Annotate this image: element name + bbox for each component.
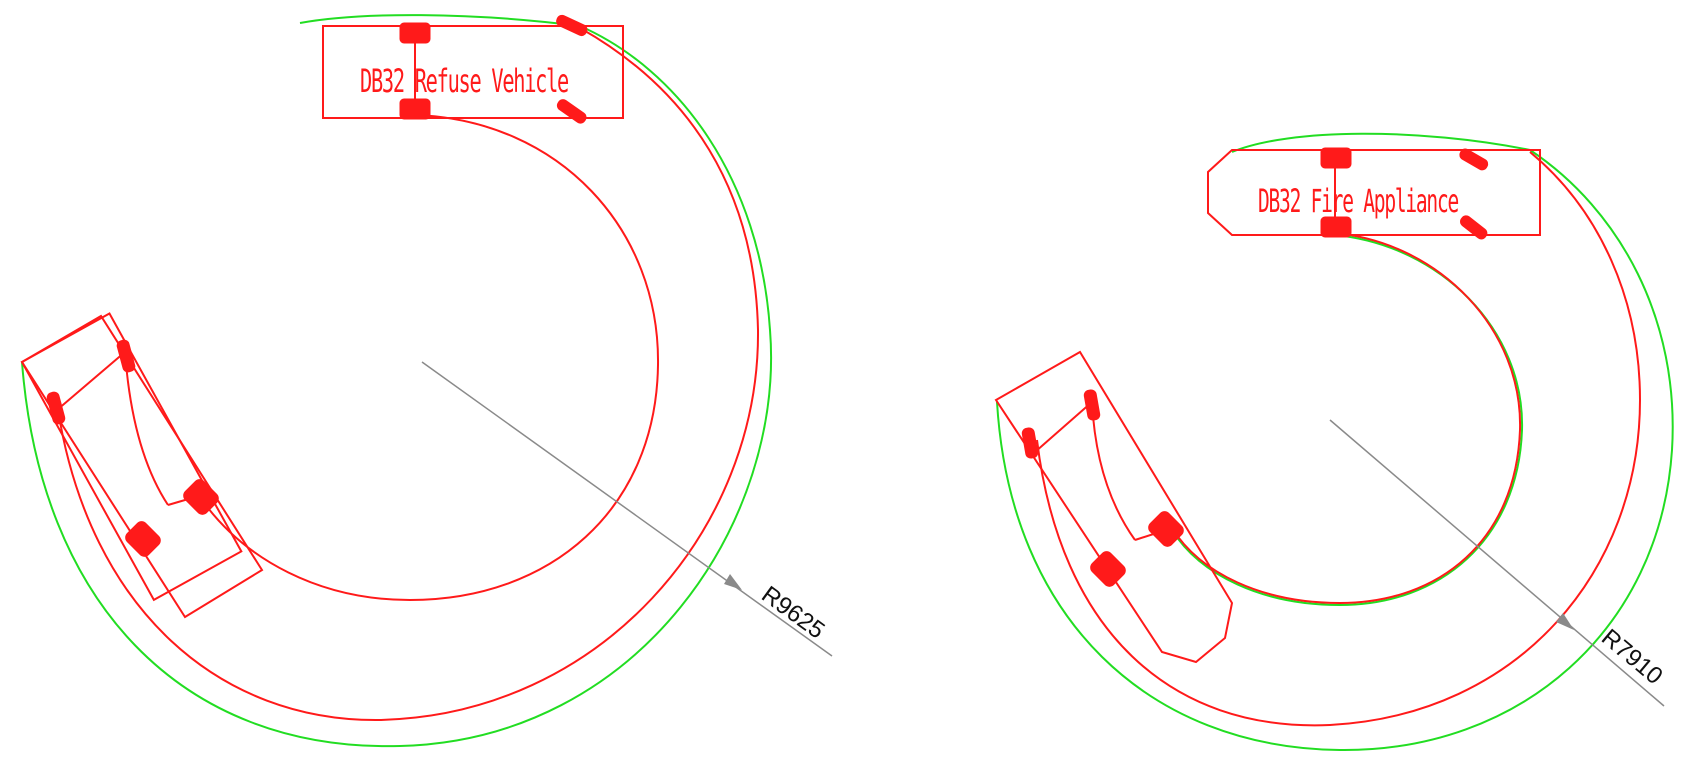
refuse-start-wheel-rear-bottom [399,98,431,120]
fire-vehicle-label: DB32 Fire Appliance [1258,182,1458,220]
fire-end-axle-front [1034,401,1093,453]
fire-end-wheel-2 [1021,427,1039,459]
fire-rear-inner-track [1091,401,1136,541]
refuse-start-wheel-front-bottom [556,99,587,124]
fire-start-wheel-front-top [1459,148,1489,171]
fire-outer-wheel-path [1036,151,1642,727]
refuse-end-wheel-1 [116,339,136,373]
fire-outer-envelope [996,132,1674,752]
refuse-start-wheel-front-top [556,14,588,37]
refuse-vehicle-label: DB32 Refuse Vehicle [360,62,568,100]
fire-appliance-drawing: DB32 Fire Appliance R7910 [994,132,1674,752]
refuse-vehicle-end-outline [20,314,264,619]
fire-end-wheel-1 [1083,389,1101,421]
refuse-inner-wheel-path [201,114,660,602]
fire-end-wheel-4 [1090,551,1126,587]
refuse-end-axle-front [56,351,126,411]
fire-vehicle-start-body [1207,149,1541,236]
refuse-vehicle-start-body [322,25,624,119]
fire-start-wheel-rear-bottom [1320,216,1352,238]
refuse-outer-wheel-path [57,27,760,722]
fire-radius-arrow [1556,613,1574,630]
fire-start-wheel-rear-top [1320,147,1352,169]
fire-inner-envelope [1171,234,1524,607]
refuse-radius-arrow [724,574,742,590]
refuse-end-wheel-2 [46,391,66,425]
refuse-start-wheel-rear-top [399,22,431,44]
refuse-radius-line [421,361,833,657]
refuse-end-wheel-3 [183,479,219,515]
fire-radius-line [1329,419,1665,707]
refuse-rear-inner-track [124,351,169,506]
fire-inner-wheel-path [1171,232,1522,605]
fire-start-wheel-front-bottom [1460,215,1488,240]
refuse-vehicle-drawing: DB32 Refuse Vehicle R9625 [20,14,833,748]
refuse-end-wheel-4 [125,521,161,557]
fire-end-wheel-3 [1148,511,1184,547]
refuse-outer-envelope [21,14,773,748]
refuse-radius-label: R9625 [756,581,829,644]
fire-vehicle-end-outline [994,350,1234,664]
